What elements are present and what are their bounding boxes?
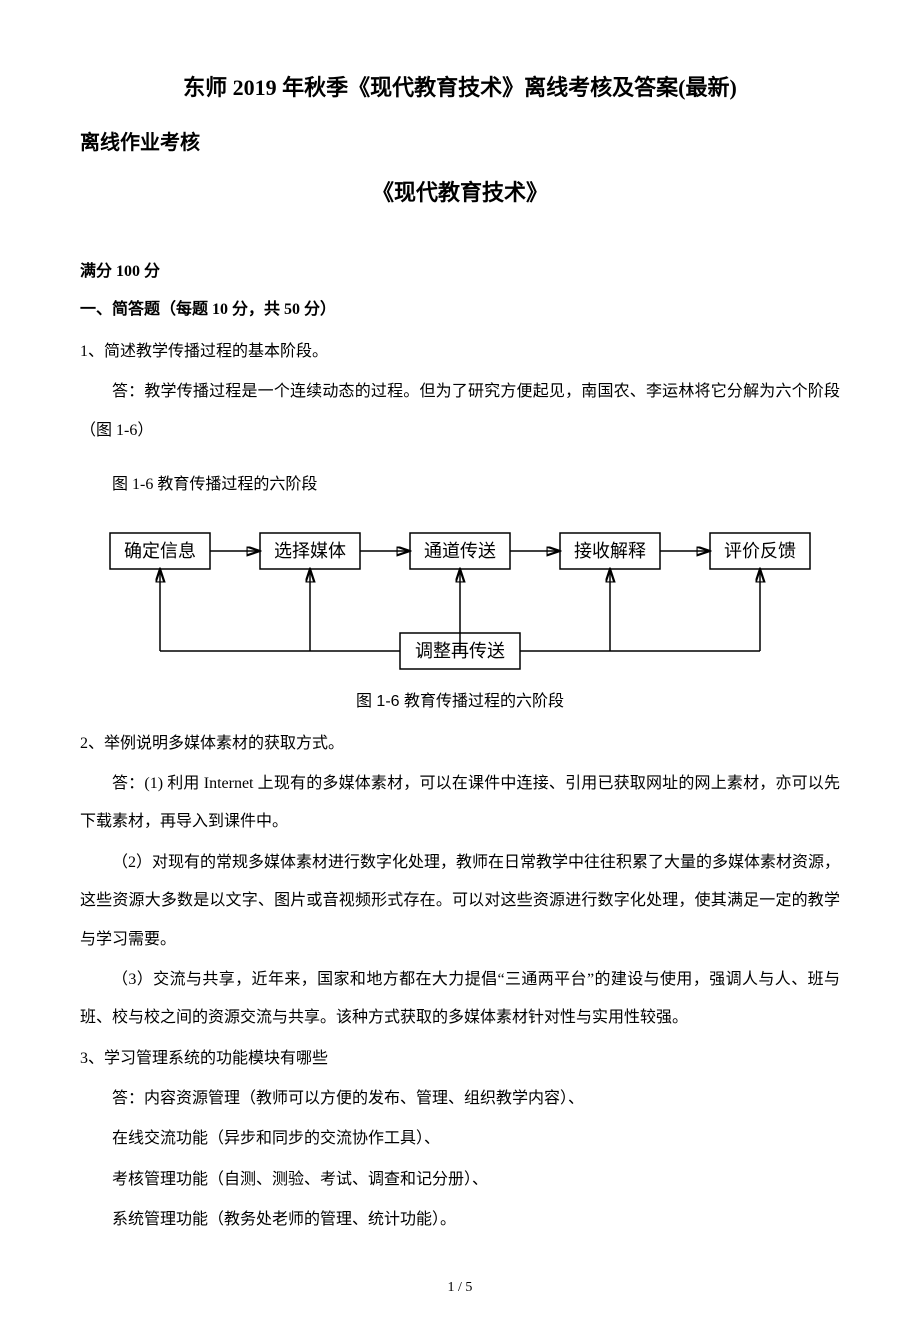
svg-text:选择媒体: 选择媒体 <box>274 540 346 560</box>
svg-text:确定信息: 确定信息 <box>124 540 196 560</box>
document-page: 东师 2019 年秋季《现代教育技术》离线考核及答案(最新) 离线作业考核 《现… <box>0 0 920 1336</box>
q3-answer-p1: 答：内容资源管理（教师可以方便的发布、管理、组织教学内容）、 <box>80 1080 840 1118</box>
page-number: 1 / 5 <box>80 1280 840 1296</box>
q1-fig-caption-above: 图 1-6 教育传播过程的六阶段 <box>80 466 840 504</box>
flowchart-diagram: 确定信息选择媒体通道传送接收解释评价反馈调整再传送 <box>90 523 830 683</box>
section1-heading: 一、简答题（每题 10 分，共 50 分） <box>80 295 840 319</box>
q2-answer-p3: （3）交流与共享，近年来，国家和地方都在大力提倡“三通两平台”的建设与使用，强调… <box>80 961 840 1038</box>
q3-prompt: 3、学习管理系统的功能模块有哪些 <box>80 1040 840 1078</box>
q2-answer-p2: （2）对现有的常规多媒体素材进行数字化处理，教师在日常教学中往往积累了大量的多媒… <box>80 844 840 959</box>
q2-answer-p1: 答：(1) 利用 Internet 上现有的多媒体素材，可以在课件中连接、引用已… <box>80 765 840 842</box>
svg-text:接收解释: 接收解释 <box>574 540 646 560</box>
q3-answer-p2: 在线交流功能（异步和同步的交流协作工具）、 <box>80 1120 840 1158</box>
subtitle-center: 《现代教育技术》 <box>80 175 840 207</box>
q2-prompt: 2、举例说明多媒体素材的获取方式。 <box>80 725 840 763</box>
q1-prompt: 1、简述教学传播过程的基本阶段。 <box>80 333 840 371</box>
q1-fig-caption-below: 图 1-6 教育传播过程的六阶段 <box>80 687 840 711</box>
svg-text:通道传送: 通道传送 <box>424 540 496 560</box>
q3-answer-p3: 考核管理功能（自测、测验、考试、调查和记分册）、 <box>80 1161 840 1199</box>
subtitle-left: 离线作业考核 <box>80 126 840 155</box>
q1-answer-p1: 答：教学传播过程是一个连续动态的过程。但为了研究方便起见，南国农、李运林将它分解… <box>80 373 840 450</box>
svg-text:评价反馈: 评价反馈 <box>724 540 796 560</box>
title-main: 东师 2019 年秋季《现代教育技术》离线考核及答案(最新) <box>80 70 840 102</box>
q3-answer-p4: 系统管理功能（教务处老师的管理、统计功能）。 <box>80 1201 840 1239</box>
score-line: 满分 100 分 <box>80 257 840 281</box>
